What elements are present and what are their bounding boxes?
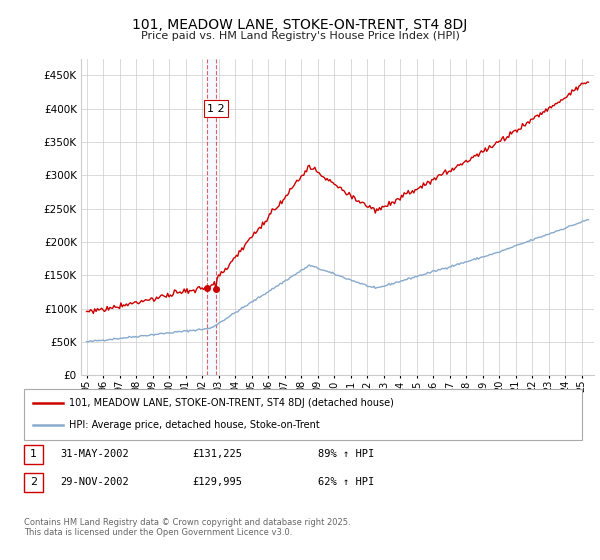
Text: 1 2: 1 2 [208, 104, 225, 114]
Bar [208, 59, 216, 375]
Text: £129,995: £129,995 [192, 477, 242, 487]
Text: 1: 1 [30, 449, 37, 459]
Text: 2: 2 [30, 477, 37, 487]
Text: Price paid vs. HM Land Registry's House Price Index (HPI): Price paid vs. HM Land Registry's House … [140, 31, 460, 41]
Text: 101, MEADOW LANE, STOKE-ON-TRENT, ST4 8DJ (detached house): 101, MEADOW LANE, STOKE-ON-TRENT, ST4 8D… [69, 398, 394, 408]
Text: 89% ↑ HPI: 89% ↑ HPI [318, 449, 374, 459]
Text: HPI: Average price, detached house, Stoke-on-Trent: HPI: Average price, detached house, Stok… [69, 421, 320, 431]
Text: 29-NOV-2002: 29-NOV-2002 [60, 477, 129, 487]
Text: Contains HM Land Registry data © Crown copyright and database right 2025.
This d: Contains HM Land Registry data © Crown c… [24, 518, 350, 538]
Text: 62% ↑ HPI: 62% ↑ HPI [318, 477, 374, 487]
Text: 31-MAY-2002: 31-MAY-2002 [60, 449, 129, 459]
Text: £131,225: £131,225 [192, 449, 242, 459]
Text: 101, MEADOW LANE, STOKE-ON-TRENT, ST4 8DJ: 101, MEADOW LANE, STOKE-ON-TRENT, ST4 8D… [133, 18, 467, 32]
